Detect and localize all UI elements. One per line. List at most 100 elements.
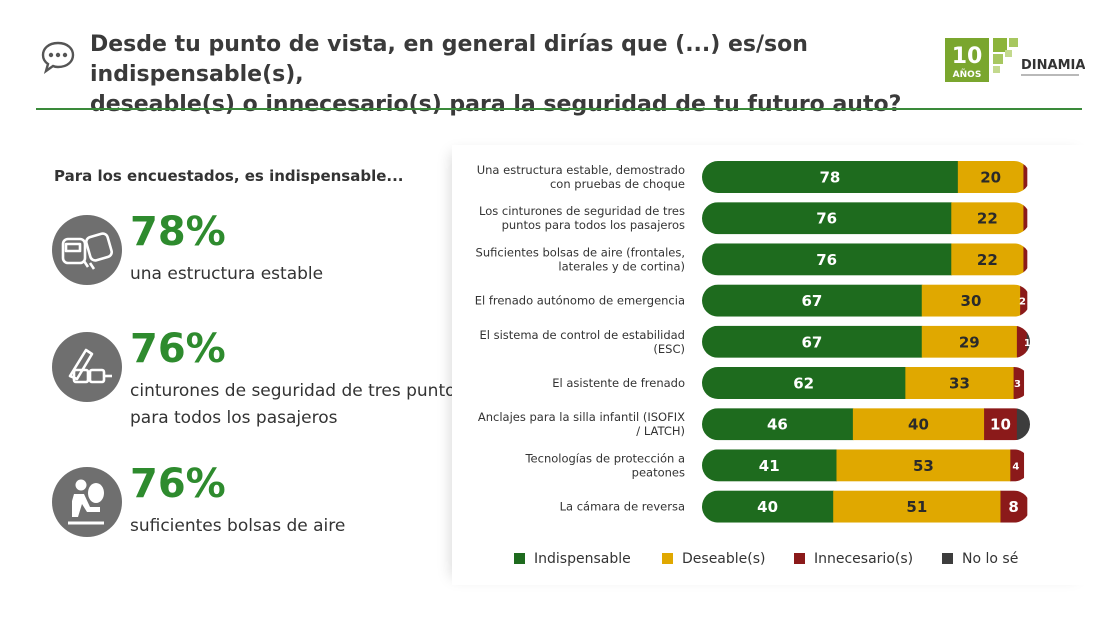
seatbelt-icon [52, 332, 122, 402]
category-label-line: La cámara de reversa [560, 500, 685, 514]
bar-row [702, 161, 1028, 193]
bar-segment-deseable-s [921, 284, 1021, 317]
category-label-line: Los cinturones de seguridad de tres [479, 204, 685, 218]
highlight-airbags: 76% suficientes bolsas de aire [52, 461, 472, 567]
bar-segment-deseable-s [905, 367, 1015, 399]
highlight-seatbelts: 76% cinturones de seguridad de tres punt… [52, 326, 472, 432]
bar-segment-innecesario-s [1000, 490, 1028, 523]
category-label: El frenado autónomo de emergencia [475, 294, 685, 308]
category-label: El sistema de control de estabilidad (ESC… [479, 328, 685, 356]
category-label-line: puntos para todos los pasajeros [502, 218, 685, 232]
highlight-description: cinturones de seguridad de tres puntos p… [130, 381, 465, 428]
bar-segment-innecesario-s [1023, 202, 1028, 235]
bar-segment-no-lo-s [1026, 325, 1030, 358]
bar-segment-indispensable [702, 490, 834, 523]
category-label-line: El asistente de frenado [552, 376, 685, 390]
dinamia-logo: 10 AÑOS DINAMIA [945, 38, 1085, 82]
data-label: 33 [949, 375, 970, 393]
bar-segment-indispensable [702, 202, 952, 235]
chart-panel: Una estructura estable, demostrado con pr… [452, 145, 1092, 585]
category-label-line: Anclajes para la silla infantil (ISOFIX [478, 410, 685, 424]
chat-bubble-icon [41, 41, 75, 74]
highlights-subheading: Para los encuestados, es indispensable..… [54, 167, 404, 185]
highlight-description: una estructura estable [130, 264, 324, 284]
data-label: 41 [759, 457, 780, 475]
bar-segment-deseable-s [836, 449, 1011, 482]
data-label: 67 [801, 292, 822, 310]
title-line-1: Desde tu punto de vista, en general dirí… [90, 32, 808, 87]
data-label: 29 [959, 333, 980, 351]
bar-segment-indispensable [702, 284, 923, 317]
bar-segment-innecesario-s [1023, 161, 1028, 193]
bar-row [702, 325, 1030, 358]
category-label-line: Una estructura estable, demostrado [477, 163, 685, 177]
category-label-line: con pruebas de choque [550, 177, 685, 191]
bar-segment-innecesario-s [1016, 325, 1028, 358]
data-label: 30 [961, 292, 982, 310]
bar-segment-indispensable [702, 243, 952, 276]
category-label: Una estructura estable, demostrado con pr… [477, 163, 685, 191]
legend-swatch [662, 553, 673, 564]
data-label: 46 [767, 416, 788, 434]
data-label: 4 [1012, 461, 1019, 472]
stacked-bar-chart: Una estructura estable, demostrado con pr… [475, 161, 1031, 567]
data-label: 76 [816, 251, 837, 269]
bar-segment-indispensable [702, 408, 854, 441]
bar-segment-indispensable [702, 367, 906, 399]
bar-row [702, 449, 1025, 482]
bar-row [702, 367, 1025, 399]
category-label-line: (ESC) [653, 342, 685, 356]
category-label: La cámara de reversa [560, 500, 685, 514]
bar-segment-deseable-s [921, 325, 1018, 358]
category-label-line: Suficientes bolsas de aire (frontales, [476, 245, 685, 259]
car-crash-icon [52, 215, 122, 285]
logo-brand: DINAMIA [1021, 58, 1085, 73]
data-label: 3 [1014, 379, 1021, 390]
data-label: 8 [1008, 498, 1018, 516]
title-line-2: deseable(s) o innecesario(s) para la seg… [90, 92, 902, 117]
data-label: 40 [908, 416, 929, 434]
bar-row [702, 284, 1028, 317]
category-label-line: laterales y de cortina) [558, 259, 685, 273]
data-label: 22 [977, 251, 998, 269]
bar-segment-deseable-s [957, 161, 1025, 193]
bar-row [702, 490, 1028, 523]
category-label: Los cinturones de seguridad de tres punto… [479, 204, 685, 232]
category-label: El asistente de frenado [552, 376, 685, 390]
bar-row [702, 408, 1030, 441]
legend-label: Indispensable [534, 551, 631, 567]
bar-segment-innecesario-s [1010, 449, 1025, 482]
bar-segment-deseable-s [951, 202, 1025, 235]
category-label: Tecnologías de protección a peatones [524, 451, 685, 479]
highlight-description: suficientes bolsas de aire [130, 516, 346, 536]
bar-segment-innecesario-s [1023, 243, 1028, 276]
bar-segment-deseable-s [852, 408, 985, 441]
category-label-line: peatones [632, 465, 685, 479]
data-label: 40 [757, 498, 778, 516]
data-label: 20 [980, 169, 1001, 187]
bar-segment-indispensable [702, 325, 923, 358]
header-divider [36, 108, 1082, 110]
bar-segment-deseable-s [833, 490, 1002, 523]
bar-segment-innecesario-s [1013, 367, 1025, 399]
data-label: 78 [819, 169, 840, 187]
data-label: 2 [1019, 297, 1026, 308]
legend-swatch [514, 553, 525, 564]
bar-segment-innecesario-s [1020, 284, 1028, 317]
category-label-line: / LATCH) [636, 424, 685, 438]
bar-segment-no-lo-s [1016, 408, 1030, 441]
bar-segment-indispensable [702, 449, 838, 482]
category-label-line: El sistema de control de estabilidad [479, 328, 685, 342]
data-label: 76 [816, 210, 837, 228]
legend-label: Innecesario(s) [814, 551, 913, 567]
logo-years: 10 [952, 44, 983, 69]
highlight-percent: 76% [130, 461, 226, 507]
category-label-line: Tecnologías de protección a [524, 451, 685, 465]
data-label: 1 [1024, 338, 1031, 349]
legend-swatch [794, 553, 805, 564]
highlight-percent: 76% [130, 326, 226, 372]
data-label: 67 [801, 333, 822, 351]
category-label: Suficientes bolsas de aire (frontales, la… [476, 245, 685, 273]
highlight-percent: 78% [130, 209, 226, 255]
logo-years-word: AÑOS [953, 69, 982, 80]
